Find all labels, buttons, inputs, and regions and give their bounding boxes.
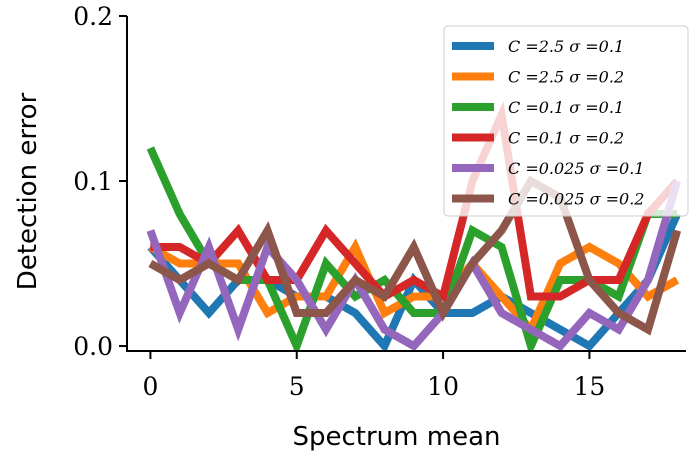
series-line-6 [148,175,682,336]
legend: C =2.5 σ =0.1 C =2.5 σ =0.2 C =0.1 σ =0.1 C… [443,25,689,217]
ticks: 0 5 10 15 0.0 0.1 0.2 [73,2,605,401]
y-tick-label: 0.0 [73,332,113,361]
x-tick-label: 0 [142,372,158,401]
legend-label: C =2.5 σ =0.1 [508,37,624,56]
legend-box [443,25,689,217]
legend-label: C =0.1 σ =0.1 [508,98,624,117]
legend-label: C =0.025 σ =0.1 [508,159,644,178]
x-tick-label: 15 [574,372,606,401]
series-line-2 [148,238,680,337]
y-tick-label: 0.2 [73,2,113,31]
legend-label: C =0.025 σ =0.2 [508,190,644,209]
y-axis-label: Detection error [13,92,43,290]
legend-label: C =2.5 σ =0.2 [508,68,624,87]
y-tick-label: 0.1 [73,167,113,196]
legend-label: C =0.1 σ =0.2 [508,129,624,148]
x-tick-label: 10 [427,372,459,401]
axes [126,16,686,352]
x-axis-label: Spectrum mean [293,422,501,452]
series-line-5 [146,179,682,351]
plot-area [146,101,682,351]
x-tick-label: 5 [289,372,305,401]
